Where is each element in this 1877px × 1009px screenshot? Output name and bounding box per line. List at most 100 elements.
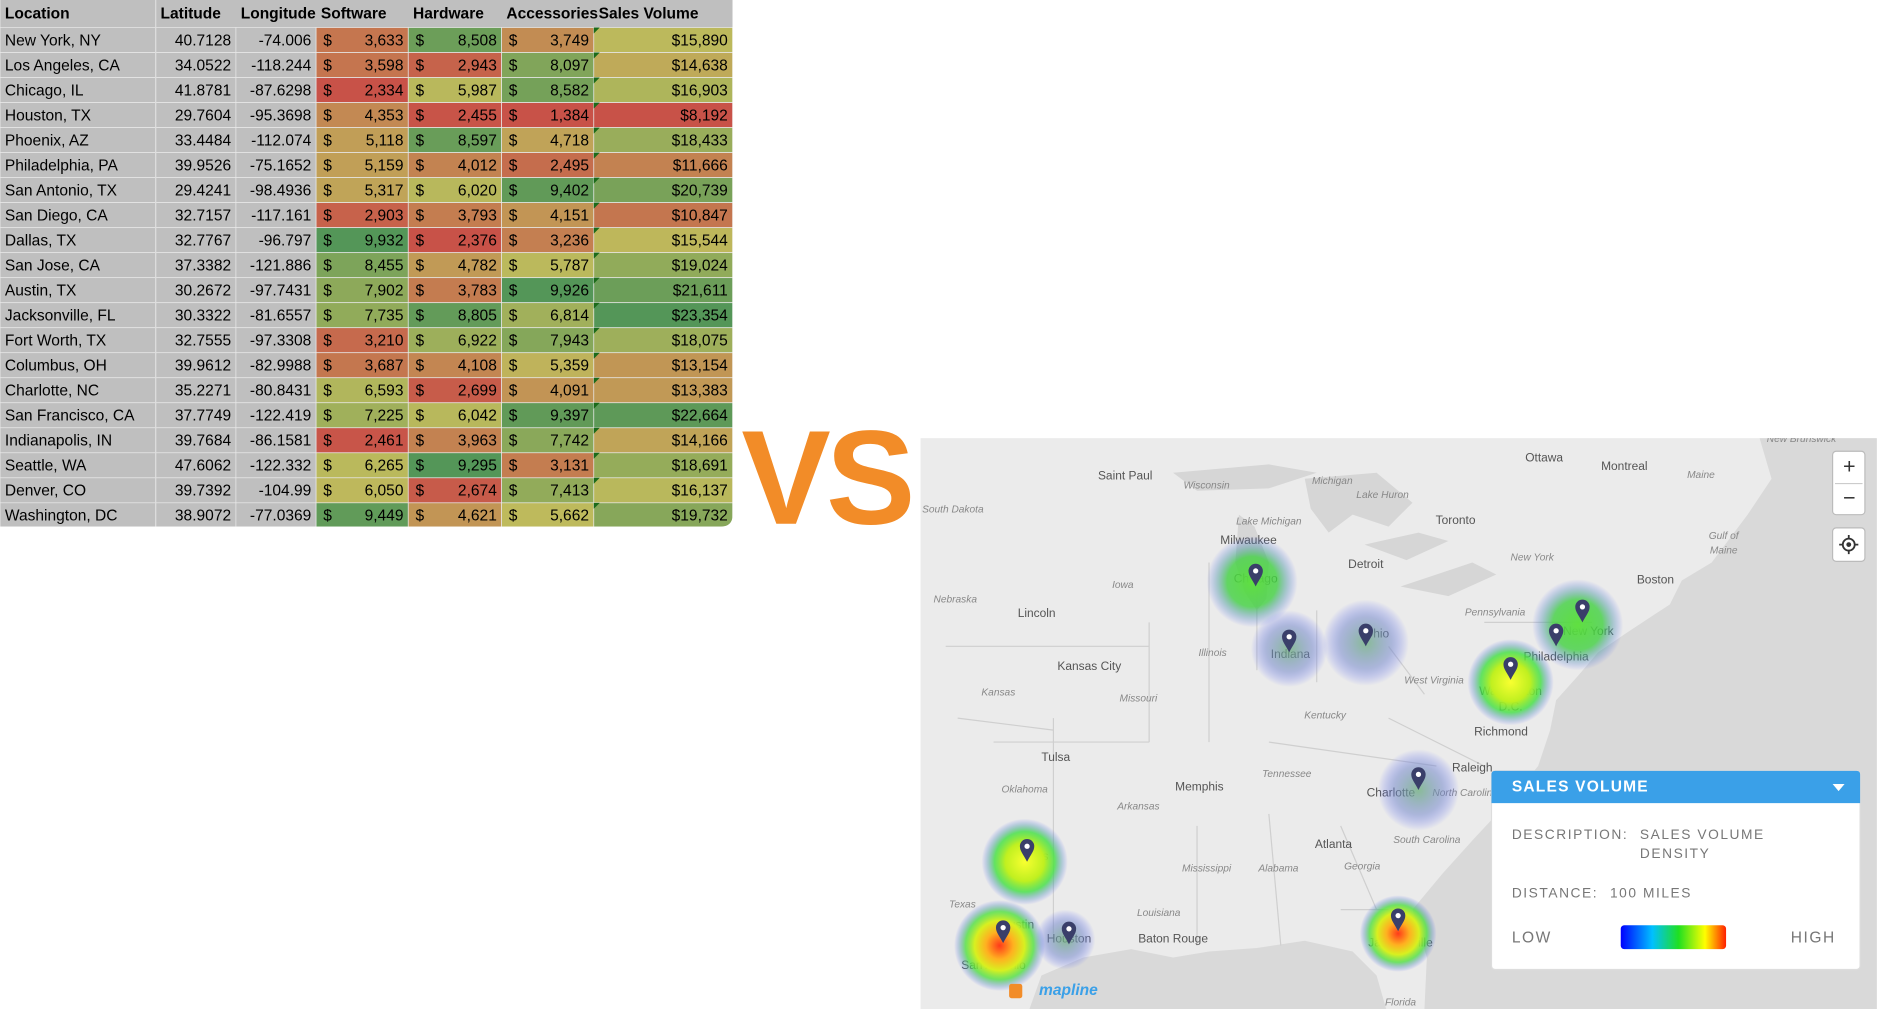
cell: 41.8781 [175,82,231,99]
region-label: Lake Michigan [1236,517,1302,528]
cell-bg [501,402,595,429]
cell: 3,963 [458,433,497,450]
legend-low: LOW [1512,929,1552,946]
currency: $ [415,57,424,74]
column-header: Sales Volume [599,5,699,22]
city-label: Raleigh [1452,761,1493,775]
spreadsheet: Location Latitude Longitude Software Hardwar… [0,0,733,527]
cell: 34.0522 [175,57,231,74]
column-header: Accessories [506,5,598,22]
cell: $18,691 [672,458,728,475]
cell: $13,383 [672,383,728,400]
cell-bg [235,252,317,279]
city-label: Toronto [1436,513,1476,527]
currency: $ [323,308,332,325]
pin-dot [1066,926,1072,932]
cell-bg [407,352,502,379]
currency: $ [509,107,518,124]
pin-dot [1395,913,1401,919]
cell: 2,455 [458,107,497,124]
currency: $ [323,483,332,500]
cell-bg [155,52,237,78]
pin [995,920,1011,944]
cell: 29.7604 [175,107,232,124]
zoom-in[interactable]: + [1843,455,1856,479]
cell: San Jose, CA [5,257,101,274]
cell: 7,735 [365,308,404,325]
cell: 8,097 [550,57,589,74]
cell: 4,621 [458,508,497,525]
cell: $19,732 [672,508,728,525]
currency: $ [509,282,518,299]
cell: 6,050 [365,483,404,500]
city-label: Saint Paul [1098,469,1153,483]
currency: $ [415,433,424,450]
pin [1019,839,1035,862]
currency: $ [323,257,332,274]
cell-bg [315,202,409,229]
legend-value: SALES VOLUME [1640,827,1765,842]
cell: 3,749 [550,32,589,49]
region-label: Oklahoma [1002,785,1049,796]
currency: $ [509,383,518,400]
cell: $22,664 [672,408,729,425]
currency: $ [509,408,518,425]
currency: $ [509,257,518,274]
cell: San Diego, CA [5,207,108,224]
heat [981,818,1068,905]
currency: $ [509,358,518,375]
cell-bg [407,102,502,128]
cell: 37.3382 [175,257,231,274]
currency: $ [415,32,424,49]
cell: 6,814 [550,308,589,325]
currency: $ [415,358,424,375]
cell: 9,397 [550,408,589,425]
cell-bg [155,427,237,454]
cell-bg [235,402,317,429]
cell-bg [235,477,317,504]
cell: 39.9526 [175,157,231,174]
cell: 37.7749 [175,408,231,425]
currency: $ [509,132,518,149]
color-scale [1620,925,1727,950]
region-label: Kentucky [1304,710,1347,721]
currency: $ [509,458,518,475]
zoom-out[interactable]: − [1843,486,1856,510]
cell-bg [0,252,157,279]
region-label: West Virginia [1404,676,1464,687]
cell-bg [315,277,409,304]
cell: 9,449 [365,508,404,525]
cell-bg [593,352,733,379]
legend-label: DESCRIPTION: [1512,827,1628,842]
cell: 39.7392 [175,483,231,500]
cell: $8,192 [680,107,728,124]
pin [1248,563,1263,587]
locate-icon [1839,535,1859,555]
vs-label: VS [741,404,911,553]
cell-bg [593,27,733,53]
legend-header[interactable] [1491,770,1861,804]
currency: $ [323,433,332,450]
cell: -74.006 [259,32,312,49]
dropdown-arrow[interactable] [1832,783,1845,792]
cell: 30.3322 [175,308,231,325]
currency: $ [509,483,518,500]
cell: $18,433 [672,132,728,149]
cell-bg [0,327,157,354]
pin-dot [1415,771,1422,778]
region-label: Arkansas [1116,801,1159,812]
cell-bg [0,352,157,379]
legend-label: DISTANCE: [1512,886,1598,901]
cell: -77.0369 [250,508,311,525]
cell-bg [501,27,595,53]
currency: $ [323,408,332,425]
cell: $14,638 [672,57,728,74]
cell: Washington, DC [5,508,118,525]
cell: $16,903 [672,82,728,99]
currency: $ [415,232,424,249]
region-label: Texas [949,900,976,911]
column-header: Hardware [413,5,484,22]
cell: 4,718 [550,132,589,149]
cell: 3,793 [458,207,497,224]
cell: $10,847 [672,207,728,224]
